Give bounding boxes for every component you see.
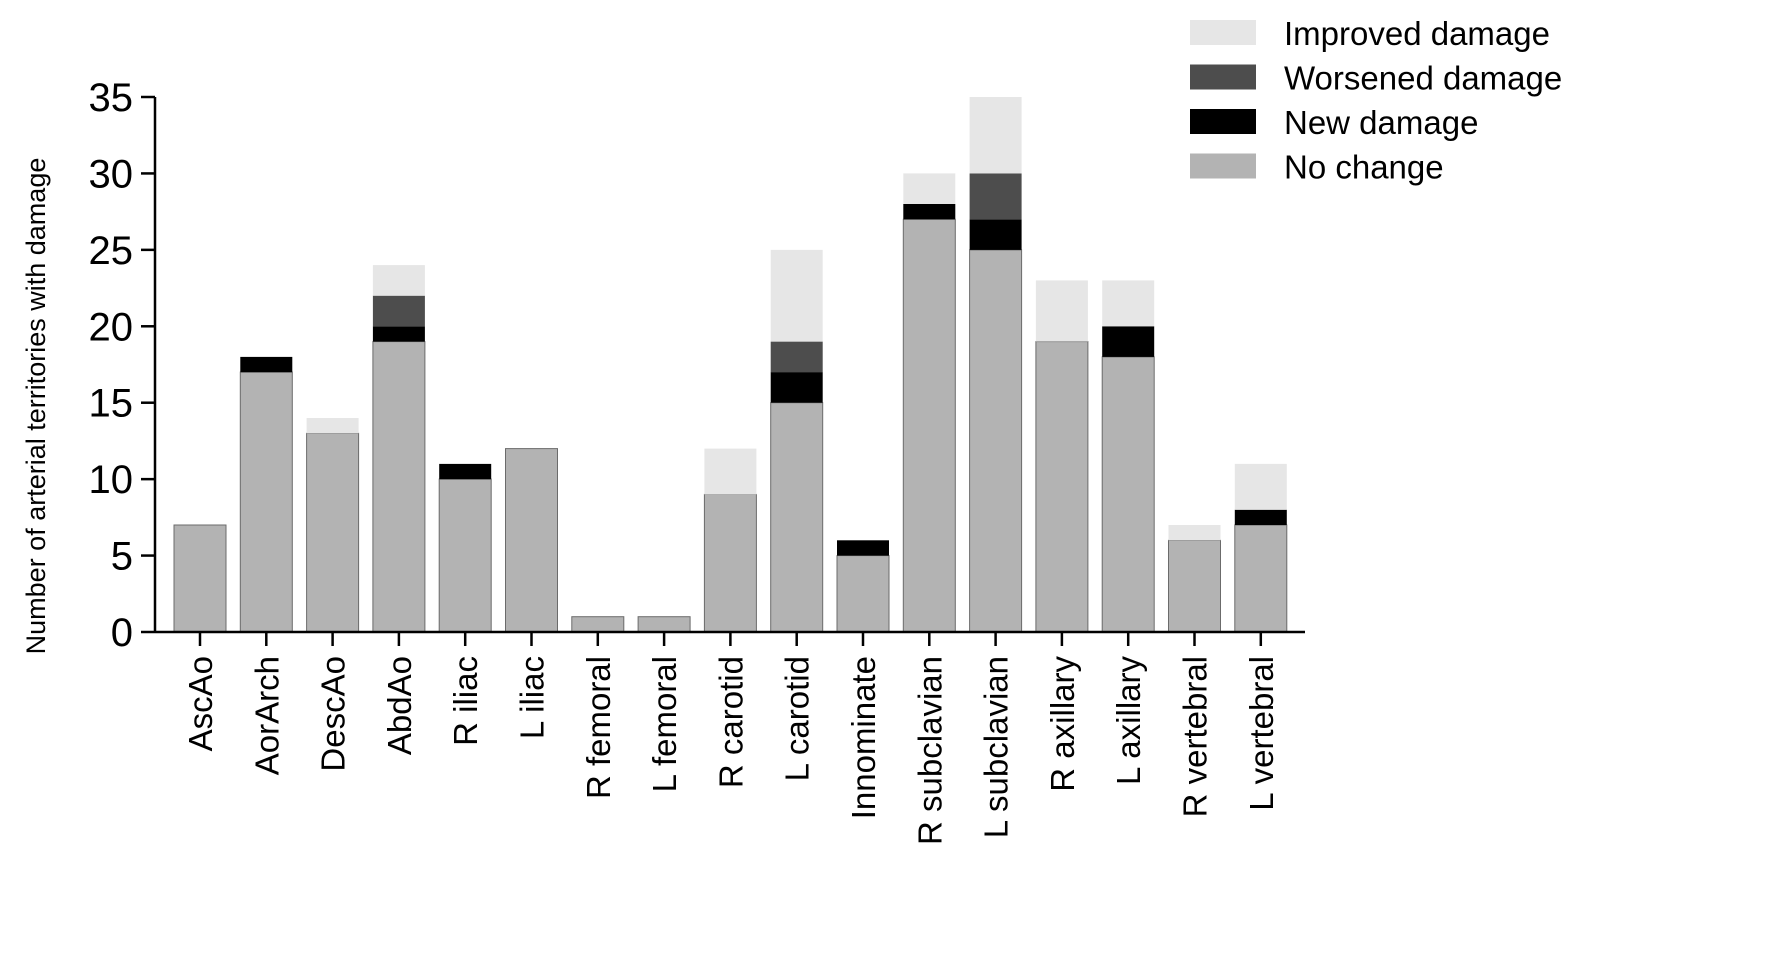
x-tick-label-l-axillary: L axillary [1110,656,1147,785]
bar-l-carotid-no-change [770,402,824,633]
y-axis-title-group: Number of arterial territories with dama… [21,158,51,655]
bar-r-subclavian-new-damage [903,204,956,220]
bar-l-carotid-improved-damage [770,249,823,342]
legend-swatch-worsened-damage [1190,64,1256,90]
bar-innominate-new-damage [837,540,889,556]
bar-abdao-new-damage [372,326,425,342]
bar-r-axillary-no-change [1035,341,1089,633]
y-tick-label-0: 0 [111,611,133,655]
bar-abdao-worsened-damage [372,295,425,327]
bar-l-femoral-no-change [637,616,691,633]
bar-l-vertebral-no-change [1234,524,1288,633]
y-tick-label-5: 5 [111,535,133,579]
x-tick-label-r-carotid: R carotid [712,656,749,788]
bar-r-iliac-new-damage [439,463,492,480]
x-tick-label-l-iliac: L iliac [514,656,551,739]
bar-descao-improved-damage [306,418,359,434]
bar-r-subclavian-no-change [902,218,956,633]
x-tick-label-l-subclavian: L subclavian [978,656,1015,838]
bar-l-vertebral-new-damage [1234,509,1287,525]
bar-r-carotid-no-change [703,493,757,633]
x-tick-label-l-femoral: L femoral [646,656,683,792]
bar-r-carotid-improved-damage [704,448,757,495]
x-tick-label-r-vertebral: R vertebral [1177,656,1214,817]
bar-l-subclavian-improved-damage [969,97,1022,174]
x-tick-label-ascao: AscAo [182,656,219,751]
y-tick-label-15: 15 [89,382,134,426]
bar-r-axillary-improved-damage [1035,280,1088,342]
bar-l-axillary-new-damage [1102,326,1155,357]
bar-l-iliac-no-change [505,448,558,633]
bar-l-subclavian-no-change [969,249,1023,633]
bar-r-vertebral-improved-damage [1168,525,1221,541]
bar-r-vertebral-no-change [1168,539,1221,633]
bar-descao-no-change [306,432,360,633]
bar-aorarch-no-change [239,371,293,633]
x-tick-label-l-carotid: L carotid [779,656,816,781]
bar-r-femoral-no-change [571,616,625,633]
bar-abdao-improved-damage [372,265,425,296]
bar-abdao-no-change [372,341,426,633]
legend: Improved damage Worsened damage New damage… [1190,15,1562,186]
bar-l-carotid-worsened-damage [770,341,823,373]
x-tick-label-r-subclavian: R subclavian [911,656,948,845]
y-tick-label-30: 30 [89,152,134,196]
x-tick-label-innominate: Innominate [845,656,882,819]
bar-l-subclavian-worsened-damage [969,173,1022,220]
x-tick-label-r-iliac: R iliac [447,656,484,746]
y-tick-label-35: 35 [89,76,134,120]
bar-ascao-no-change [173,524,227,633]
y-tick-label-25: 25 [89,229,134,273]
y-tick-label-20: 20 [89,305,134,349]
legend-swatch-no-change [1190,153,1256,179]
legend-label-worsened-damage: Worsened damage [1284,60,1562,97]
x-tick-label-abdao: AbdAo [381,656,418,755]
legend-swatch-new-damage [1190,109,1256,134]
legend-swatch-improved-damage [1190,20,1256,45]
bar-aorarch-new-damage [240,356,293,373]
bar-l-carotid-new-damage [770,372,823,403]
bar-innominate-no-change [836,555,890,633]
bar-l-axillary-improved-damage [1102,280,1155,327]
x-tick-label-r-axillary: R axillary [1044,656,1081,792]
x-tick-label-descao: DescAo [315,656,352,772]
bar-l-axillary-no-change [1101,356,1155,633]
legend-label-new-damage: New damage [1284,104,1478,141]
x-tick-label-l-vertebral: L vertebral [1243,656,1280,811]
bar-r-subclavian-improved-damage [903,173,956,204]
legend-label-no-change: No change [1284,149,1444,186]
y-tick-label-10: 10 [89,458,134,502]
bar-l-vertebral-improved-damage [1234,463,1287,510]
x-tick-label-aorarch: AorArch [248,656,285,775]
bar-r-iliac-no-change [438,478,492,633]
bar-l-subclavian-new-damage [969,219,1022,250]
x-tick-label-r-femoral: R femoral [580,656,617,799]
bars-layer [173,97,1288,633]
axes-layer: 0 5 10 15 20 25 30 35 AscAo AorArch DescAo AbdAo R i… [89,76,1305,845]
y-axis-title: Number of arterial territories with dama… [21,158,51,655]
legend-label-improved-damage: Improved damage [1284,15,1550,52]
